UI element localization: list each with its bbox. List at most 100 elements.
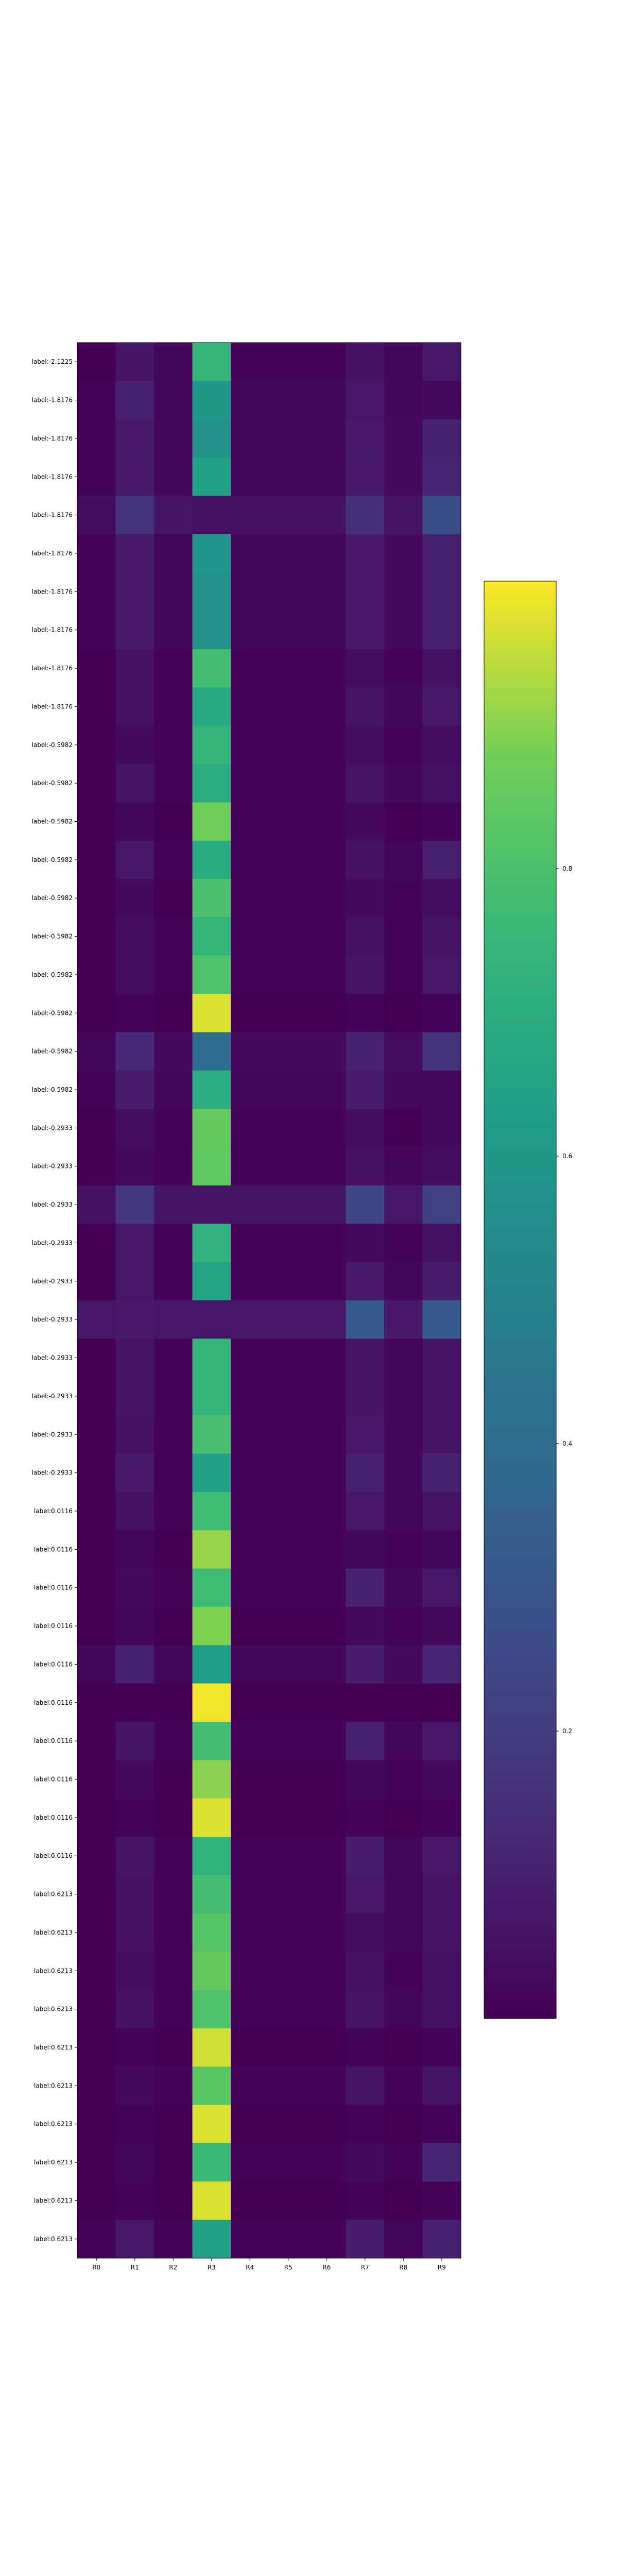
heatmap-cell bbox=[154, 1913, 193, 1952]
heatmap-cell bbox=[269, 419, 308, 458]
heatmap-cell bbox=[346, 611, 385, 650]
row-tick-label: label:0.0116 bbox=[34, 1507, 73, 1515]
heatmap-cell bbox=[77, 1070, 116, 1109]
heatmap-cell bbox=[269, 1147, 308, 1186]
heatmap-cell bbox=[422, 1453, 461, 1493]
heatmap-cell bbox=[307, 381, 346, 420]
heatmap-cell bbox=[231, 1109, 269, 1148]
heatmap-cell bbox=[115, 955, 154, 994]
heatmap-cell bbox=[307, 1760, 346, 1799]
heatmap-cell bbox=[269, 1109, 308, 1148]
row-tick-label: label:-0.2933 bbox=[32, 1316, 73, 1323]
heatmap-cell bbox=[307, 572, 346, 612]
heatmap-cell bbox=[154, 2181, 193, 2221]
heatmap-cell bbox=[231, 381, 269, 420]
heatmap-cell bbox=[346, 764, 385, 803]
heatmap-cell bbox=[269, 994, 308, 1032]
colorbar-tick-label: 0.4 bbox=[562, 1440, 572, 1447]
heatmap-cell bbox=[231, 2143, 269, 2182]
heatmap-cell bbox=[154, 381, 193, 420]
heatmap-cell bbox=[307, 802, 346, 841]
heatmap-cell bbox=[154, 1032, 193, 1071]
heatmap-cell bbox=[422, 2028, 461, 2067]
heatmap-cell bbox=[269, 764, 308, 803]
heatmap-cell bbox=[307, 1300, 346, 1339]
heatmap-cell bbox=[307, 1606, 346, 1646]
heatmap-cell bbox=[154, 1415, 193, 1454]
heatmap-cell bbox=[422, 917, 461, 956]
heatmap-cell bbox=[307, 1837, 346, 1875]
heatmap-cell bbox=[269, 534, 308, 573]
heatmap-cell bbox=[77, 381, 116, 420]
row-tick-label: label:-0.5982 bbox=[32, 779, 73, 787]
heatmap-cell bbox=[115, 687, 154, 726]
heatmap-cell bbox=[77, 1530, 116, 1569]
heatmap-cell bbox=[269, 1683, 308, 1722]
heatmap-cell bbox=[422, 2143, 461, 2182]
heatmap-cell bbox=[422, 1377, 461, 1416]
heatmap-cell bbox=[231, 2219, 269, 2259]
heatmap-cell bbox=[192, 840, 231, 879]
heatmap-cell bbox=[115, 1185, 154, 1224]
heatmap-cell bbox=[154, 1300, 193, 1339]
heatmap-cell bbox=[307, 1568, 346, 1607]
column-tick-label: R2 bbox=[169, 2264, 177, 2271]
colorbar-tick-label: 0.8 bbox=[562, 865, 572, 872]
heatmap-cell bbox=[346, 1185, 385, 1224]
heatmap-cell bbox=[422, 1875, 461, 1914]
heatmap-cell bbox=[115, 1875, 154, 1914]
heatmap-cell bbox=[422, 1798, 461, 1837]
heatmap-cell bbox=[384, 1224, 423, 1263]
heatmap-cell bbox=[77, 496, 116, 535]
heatmap-cell bbox=[115, 725, 154, 765]
heatmap-cell bbox=[231, 1070, 269, 1109]
heatmap-cell bbox=[77, 1415, 116, 1454]
heatmap-cell bbox=[422, 457, 461, 496]
heatmap-cell bbox=[231, 2028, 269, 2067]
heatmap-cell bbox=[154, 457, 193, 496]
heatmap-cell bbox=[384, 1875, 423, 1914]
heatmap-cell bbox=[192, 1568, 231, 1607]
heatmap-cell bbox=[346, 1262, 385, 1301]
heatmap-cell bbox=[192, 1377, 231, 1416]
heatmap-cell bbox=[192, 2028, 231, 2067]
heatmap-cell bbox=[231, 1224, 269, 1263]
heatmap-cell bbox=[346, 419, 385, 458]
heatmap-cell bbox=[384, 725, 423, 765]
heatmap-cell bbox=[154, 1109, 193, 1148]
heatmap-cell bbox=[307, 1338, 346, 1378]
heatmap-cell bbox=[384, 1147, 423, 1186]
heatmap-cell bbox=[346, 1568, 385, 1607]
heatmap-cell bbox=[154, 1492, 193, 1531]
heatmap-cell bbox=[384, 1415, 423, 1454]
heatmap-cell bbox=[269, 1875, 308, 1914]
heatmap-cell bbox=[231, 1338, 269, 1378]
heatmap-cell bbox=[422, 1147, 461, 1186]
heatmap-cell bbox=[192, 1415, 231, 1454]
heatmap-cell bbox=[307, 1875, 346, 1914]
heatmap-cell bbox=[269, 802, 308, 841]
heatmap-cell bbox=[346, 994, 385, 1032]
heatmap-cell bbox=[231, 1415, 269, 1454]
row-tick-label: label:0.0116 bbox=[34, 1584, 73, 1591]
heatmap-cell bbox=[192, 1683, 231, 1722]
row-tick-label: label:-0.5982 bbox=[32, 1009, 73, 1016]
heatmap-cell bbox=[384, 1913, 423, 1952]
heatmap-cell bbox=[231, 2105, 269, 2144]
heatmap-cell bbox=[77, 687, 116, 726]
heatmap-cell bbox=[269, 1492, 308, 1531]
heatmap-cell bbox=[346, 1875, 385, 1914]
heatmap-cell bbox=[422, 955, 461, 994]
heatmap-cell bbox=[154, 1338, 193, 1378]
heatmap-cell bbox=[231, 802, 269, 841]
row-tick-label: label:-0.2933 bbox=[32, 1393, 73, 1400]
heatmap-cell bbox=[384, 994, 423, 1032]
heatmap-cell bbox=[346, 381, 385, 420]
heatmap-cell bbox=[154, 2105, 193, 2144]
heatmap-cell bbox=[269, 1415, 308, 1454]
heatmap-cell bbox=[115, 1032, 154, 1071]
heatmap-cell bbox=[77, 1109, 116, 1148]
heatmap-cell bbox=[384, 1492, 423, 1531]
heatmap-cell bbox=[154, 955, 193, 994]
heatmap-cell bbox=[384, 2105, 423, 2144]
